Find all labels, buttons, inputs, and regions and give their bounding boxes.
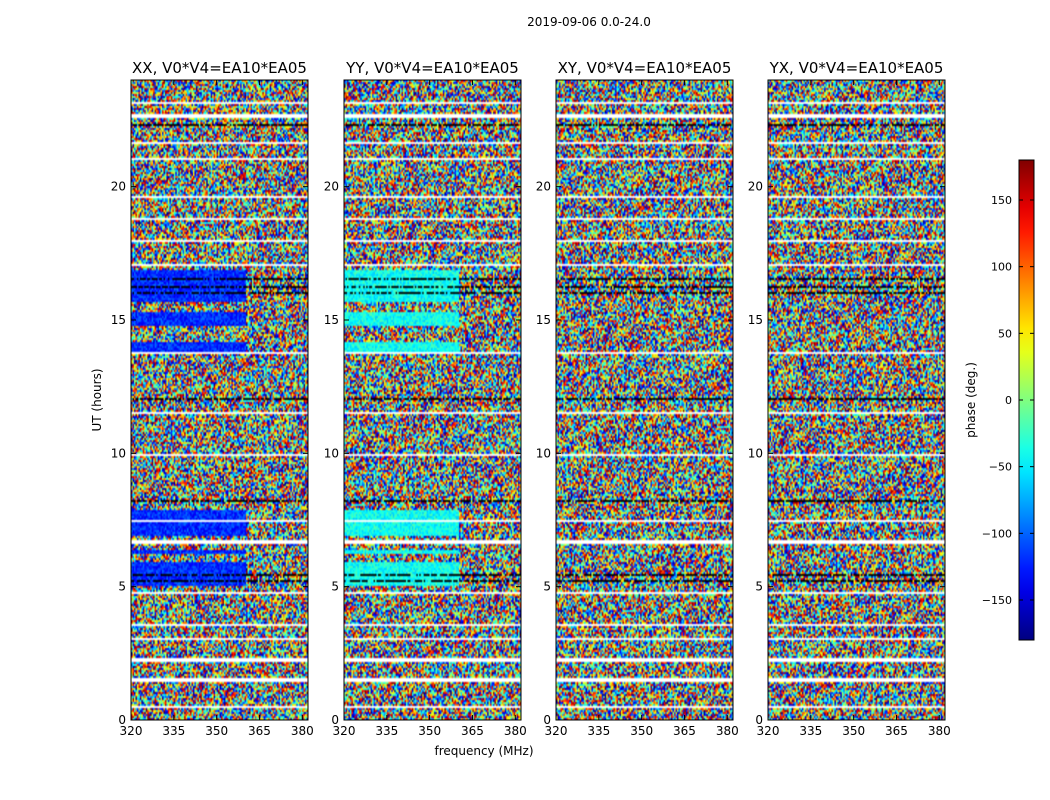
x-tick-label: 365 [673, 724, 696, 738]
y-tick-label: 15 [324, 313, 339, 327]
colorbar-tick-label: 100 [991, 261, 1012, 274]
x-tick-label: 335 [799, 724, 822, 738]
x-tick-label: 350 [205, 724, 228, 738]
x-axis-label: frequency (MHz) [434, 744, 533, 758]
colorbar-tick-label: −100 [982, 527, 1012, 540]
y-tick-label: 10 [748, 446, 763, 460]
panel-frame [555, 79, 734, 721]
y-tick-label: 15 [536, 313, 551, 327]
panel-4: YX, V0*V4=EA10*EA05 320 335 350 365 380 0 5 10 15… [748, 59, 951, 738]
y-tick-label: 20 [111, 180, 126, 194]
y-tick-label: 5 [543, 580, 551, 594]
x-tick-label: 380 [716, 724, 739, 738]
y-tick-label: 10 [111, 446, 126, 460]
y-axis-label: UT (hours) [90, 368, 104, 431]
x-tick-label: 350 [418, 724, 441, 738]
colorbar-tick-label: 50 [998, 327, 1012, 340]
x-tick-label: 320 [120, 724, 143, 738]
colorbar: 150 100 50 0 −50 −100 −150 [982, 159, 1035, 641]
y-tick-label: 20 [748, 180, 763, 194]
y-tick-label: 5 [331, 580, 339, 594]
y-tick-label: 15 [748, 313, 763, 327]
x-tick-label: 365 [461, 724, 484, 738]
colorbar-tick-label: 0 [1005, 394, 1012, 407]
x-tick-label: 350 [842, 724, 865, 738]
y-tick-label: 10 [536, 446, 551, 460]
x-tick-label: 335 [162, 724, 185, 738]
x-tick-label: 380 [291, 724, 314, 738]
colorbar-tick-label: −50 [989, 461, 1012, 474]
panel-title: YX, V0*V4=EA10*EA05 [769, 59, 944, 77]
panel-3: XY, V0*V4=EA10*EA05 320 335 350 365 380 0 5 10 15… [536, 59, 739, 738]
x-tick-label: 335 [587, 724, 610, 738]
y-tick-label: 0 [118, 713, 126, 727]
y-tick-label: 10 [324, 446, 339, 460]
x-tick-label: 350 [630, 724, 653, 738]
heatmap-image [131, 80, 308, 720]
y-tick-label: 15 [111, 313, 126, 327]
panels-group: XX, V0*V4=EA10*EA05 320 335 350 365 380 0 5 10 15… [111, 59, 951, 738]
panel-title: XX, V0*V4=EA10*EA05 [132, 59, 307, 77]
y-tick-label: 0 [755, 713, 763, 727]
heatmap-image [556, 80, 733, 720]
x-tick-label: 365 [248, 724, 271, 738]
colorbar-tick-label: −150 [982, 594, 1012, 607]
x-tick-label: 380 [504, 724, 527, 738]
x-tick-label: 380 [928, 724, 951, 738]
x-tick-label: 335 [375, 724, 398, 738]
y-tick-label: 5 [755, 580, 763, 594]
x-tick-label: 320 [545, 724, 568, 738]
colorbar-tick-label: 150 [991, 194, 1012, 207]
figure-suptitle: 2019-09-06 0.0-24.0 [527, 15, 651, 29]
y-tick-label: 20 [324, 180, 339, 194]
heatmap-image [768, 80, 945, 720]
colorbar-label: phase (deg.) [964, 362, 978, 438]
panel-title: XY, V0*V4=EA10*EA05 [558, 59, 732, 77]
panel-frame [130, 79, 309, 721]
x-tick-label: 320 [333, 724, 356, 738]
panel-frame [343, 79, 522, 721]
panel-title: YY, V0*V4=EA10*EA05 [345, 59, 519, 77]
panel-2: YY, V0*V4=EA10*EA05 320 335 350 365 380 0 5 10 15… [324, 59, 527, 738]
x-tick-label: 365 [885, 724, 908, 738]
x-tick-label: 320 [757, 724, 780, 738]
panel-frame [767, 79, 946, 721]
y-tick-label: 5 [118, 580, 126, 594]
y-tick-label: 20 [536, 180, 551, 194]
panel-1: XX, V0*V4=EA10*EA05 320 335 350 365 380 0 5 10 15… [111, 59, 314, 738]
y-tick-label: 0 [331, 713, 339, 727]
y-tick-label: 0 [543, 713, 551, 727]
heatmap-image [344, 80, 521, 720]
